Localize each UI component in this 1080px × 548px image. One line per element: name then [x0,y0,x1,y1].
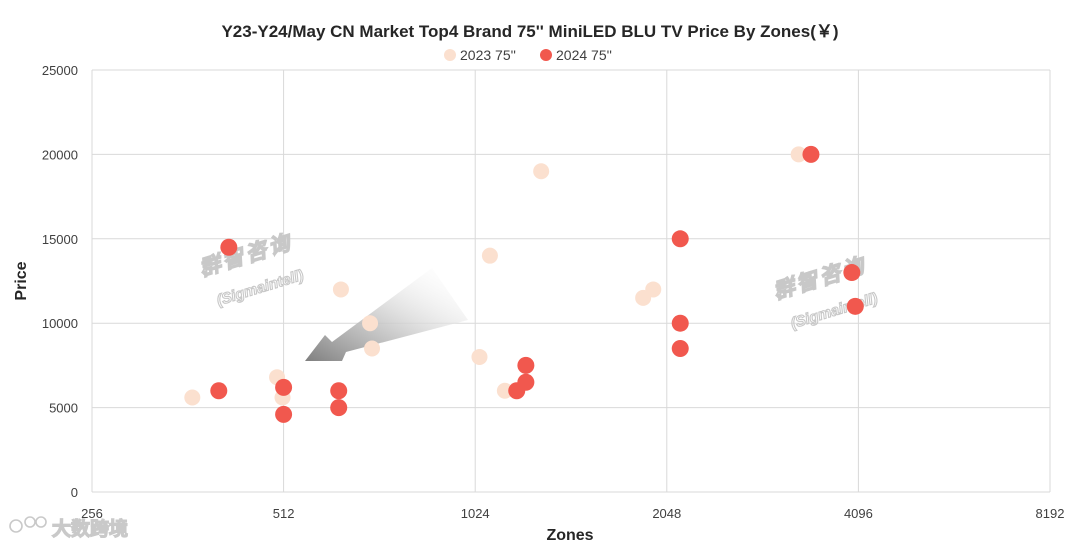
x-tick-label: 8192 [1036,506,1065,521]
data-point [481,247,498,264]
footer-text: 大数跨境 [52,517,128,540]
data-point [275,405,293,423]
data-point [843,264,861,282]
x-tick-label: 256 [81,506,103,521]
legend-marker-2024 [540,49,552,61]
y-axis-title: Price [13,261,30,300]
x-tick-label: 2048 [652,506,681,521]
legend-label-2024: 2024 75'' [556,47,612,63]
trend-arrow [305,268,468,361]
data-point [210,382,228,400]
data-point [846,297,864,315]
data-point [184,389,201,406]
data-point [330,399,348,417]
x-tick-label: 4096 [844,506,873,521]
data-point [362,315,379,332]
watermark-left: 群智咨询 (Sigmaintell) [196,229,306,310]
data-point [517,373,535,391]
data-point [802,145,820,163]
data-point [671,230,689,248]
data-point [517,356,535,374]
y-tick-label: 10000 [42,316,78,331]
data-point [471,348,488,365]
y-tick-label: 20000 [42,147,78,162]
watermark-right: 群智咨询 (Sigmaintell) [770,252,880,333]
grid [91,69,1051,493]
data-point [364,340,381,357]
y-tick-label: 0 [71,485,78,500]
y-tick-label: 25000 [42,63,78,78]
series-2024 [210,145,864,423]
footer-logo-icon [9,516,47,533]
data-point [275,378,293,396]
data-point [645,281,662,298]
data-point [671,314,689,332]
chart-title: Y23-Y24/May CN Market Top4 Brand 75'' Mi… [221,22,838,41]
y-tick-label: 5000 [49,401,78,416]
x-tick-label: 512 [273,506,295,521]
data-point [496,382,513,399]
axis-ticks: 0 5000 10000 15000 20000 25000 256 512 1024 2048 4… [42,63,1065,521]
data-point [671,340,689,358]
legend: 2023 75'' 2024 75'' [444,47,612,63]
legend-marker-2023 [444,49,456,61]
data-point [332,281,349,298]
x-tick-label: 1024 [461,506,490,521]
y-tick-label: 15000 [42,232,78,247]
data-point [220,238,238,256]
x-axis-title: Zones [546,527,593,544]
data-point [330,382,348,400]
footer-watermark: 大数跨境 [9,516,129,541]
legend-label-2023: 2023 75'' [460,47,516,63]
data-point [790,146,807,163]
data-point [533,163,550,180]
